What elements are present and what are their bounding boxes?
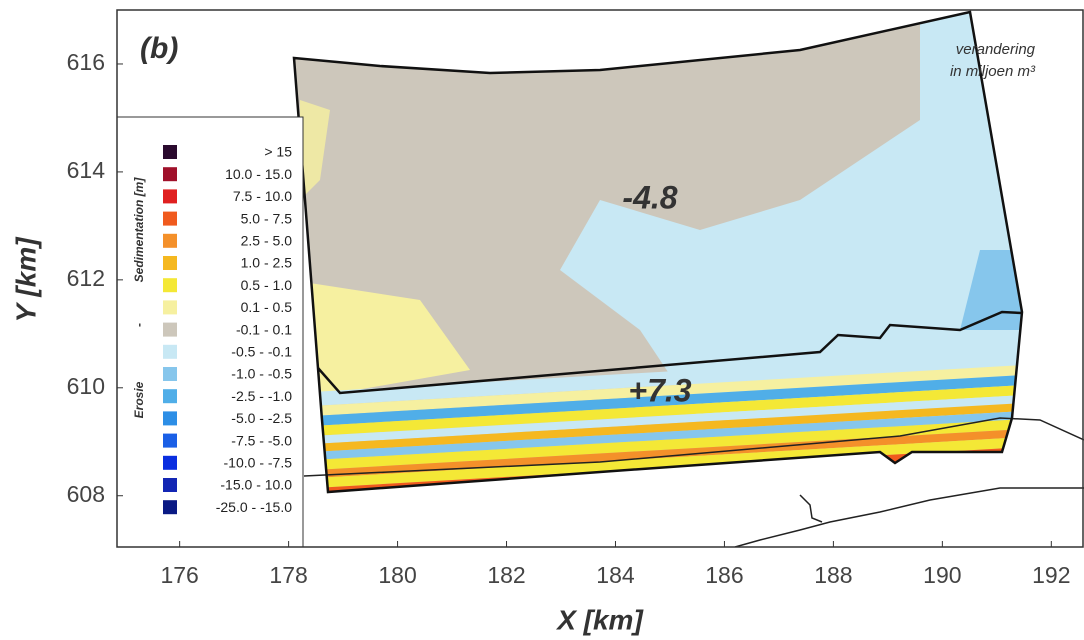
y-tick-label: 614 bbox=[67, 157, 106, 183]
region-label: -4.8 bbox=[622, 179, 677, 215]
x-tick-label: 182 bbox=[487, 562, 525, 588]
x-tick-label: 186 bbox=[705, 562, 743, 588]
legend-swatch bbox=[163, 433, 177, 448]
legend-swatch bbox=[163, 367, 177, 381]
y-tick-label: 616 bbox=[67, 49, 105, 75]
legend-label: 1.0 - 2.5 bbox=[241, 255, 293, 271]
legend-swatch bbox=[163, 322, 177, 337]
legend-swatch bbox=[163, 189, 177, 204]
area-divider bbox=[317, 310, 1023, 395]
legend-swatch bbox=[163, 167, 177, 182]
legend-swatch bbox=[163, 344, 177, 359]
x-tick-label: 190 bbox=[923, 562, 961, 588]
y-tick-label: 608 bbox=[67, 481, 105, 507]
legend-label: > 15 bbox=[264, 144, 292, 160]
legend-label: 2.5 - 5.0 bbox=[241, 233, 293, 249]
legend-swatch bbox=[163, 211, 177, 226]
legend-swatch bbox=[163, 478, 177, 492]
legend-label: 7.5 - 10.0 bbox=[233, 188, 292, 204]
y-tick-label: 610 bbox=[67, 373, 105, 399]
legend-label: -25.0 - -15.0 bbox=[216, 499, 292, 515]
legend-swatch bbox=[163, 411, 177, 426]
legend-label: -0.1 - 0.1 bbox=[236, 321, 292, 337]
legend-side-label: - bbox=[132, 323, 146, 327]
legend-swatch bbox=[163, 256, 177, 270]
x-tick-label: 188 bbox=[814, 562, 852, 588]
area-outline bbox=[292, 10, 1024, 494]
legend-label: -0.5 - -0.1 bbox=[231, 344, 292, 360]
legend-label: 0.5 - 1.0 bbox=[241, 277, 293, 293]
x-tick-label: 176 bbox=[160, 562, 198, 588]
legend-swatch bbox=[163, 233, 177, 248]
raster bbox=[294, 12, 1022, 492]
x-tick-label: 178 bbox=[269, 562, 307, 588]
x-tick-label: 184 bbox=[596, 562, 635, 588]
legend-swatch bbox=[163, 300, 177, 315]
legend-swatch bbox=[163, 278, 177, 293]
y-tick-label: 612 bbox=[67, 265, 105, 291]
y-axis-label: Y [km] bbox=[10, 236, 41, 323]
legend-label: -2.5 - -1.0 bbox=[231, 388, 292, 404]
legend-label: -1.0 - -0.5 bbox=[231, 366, 292, 382]
panel-label: (b) bbox=[140, 32, 178, 65]
legend-side-label: Sedimentation [m] bbox=[132, 177, 146, 283]
legend-box bbox=[116, 116, 304, 548]
legend-side-label: Erosie bbox=[132, 381, 146, 418]
legend-label: 5.0 - 7.5 bbox=[241, 210, 293, 226]
legend-label: -15.0 - 10.0 bbox=[220, 477, 292, 493]
plot-frame bbox=[116, 9, 1084, 548]
legend-label: 0.1 - 0.5 bbox=[241, 299, 293, 315]
annotation: in miljoen m³ bbox=[950, 63, 1036, 80]
legend-label: -5.0 - -2.5 bbox=[231, 410, 292, 426]
x-tick-label: 180 bbox=[378, 562, 416, 588]
region-label: +7.3 bbox=[628, 372, 691, 408]
legend-swatch bbox=[163, 455, 177, 470]
legend-label: -7.5 - -5.0 bbox=[231, 432, 292, 448]
legend-swatch bbox=[163, 500, 177, 515]
legend-swatch bbox=[163, 145, 177, 159]
coastlines bbox=[303, 417, 1084, 547]
annotation: verandering bbox=[956, 41, 1036, 58]
legend-label: 10.0 - 15.0 bbox=[225, 166, 292, 182]
x-axis-label: X [km] bbox=[555, 604, 644, 635]
legend-label: -10.0 - -7.5 bbox=[224, 455, 293, 471]
x-tick-label: 192 bbox=[1032, 562, 1070, 588]
legend-swatch bbox=[163, 389, 177, 404]
